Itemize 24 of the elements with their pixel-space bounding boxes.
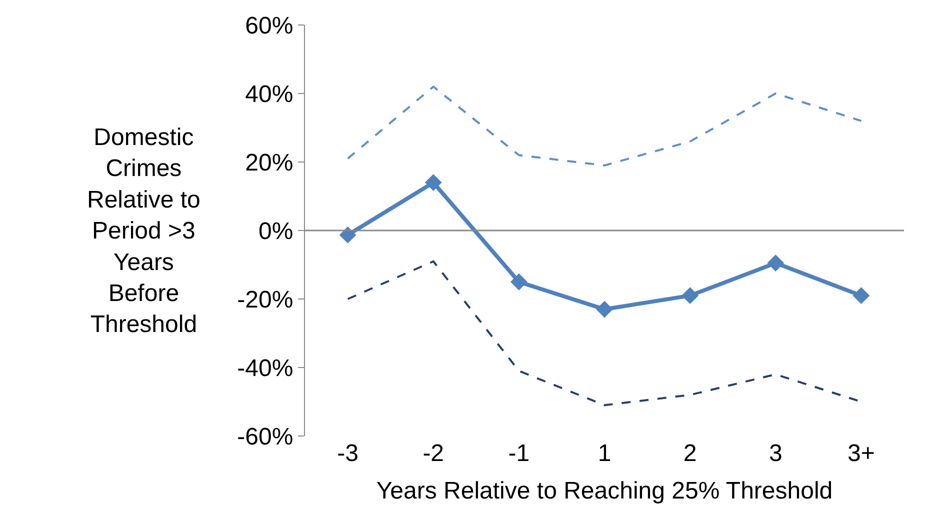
- point: [339, 226, 356, 244]
- x-tick-label: 2: [683, 440, 697, 467]
- point: [682, 287, 699, 304]
- line-series: [346, 86, 862, 166]
- point: [852, 287, 870, 304]
- point: [424, 174, 442, 191]
- x-tick-label: -1: [508, 440, 530, 467]
- y-tick-label: -20%: [237, 286, 294, 314]
- x-tick-label: -2: [422, 440, 444, 467]
- y-tick-label: 0%: [258, 218, 294, 245]
- point: [767, 254, 784, 272]
- y-tick-label: -40%: [237, 354, 294, 382]
- y-tick-label: 60%: [245, 12, 294, 40]
- y-axis-title: Domestic Crimes Relative to Period >3 Years Before Threshold: [87, 124, 200, 338]
- x-tick-label: 3+: [848, 440, 875, 467]
- x-tick-label: 1: [598, 440, 612, 467]
- y-tick-label: 40%: [245, 80, 294, 108]
- x-tick-label: -3: [337, 440, 358, 467]
- point: [510, 273, 528, 290]
- x-tick-label: 3: [768, 440, 782, 467]
- point: [596, 300, 613, 318]
- x-axis-title: Years Relative to Reaching 25% Threshold: [376, 477, 833, 504]
- y-tick-label: 20%: [245, 149, 294, 176]
- y-tick-label: -60%: [237, 423, 294, 450]
